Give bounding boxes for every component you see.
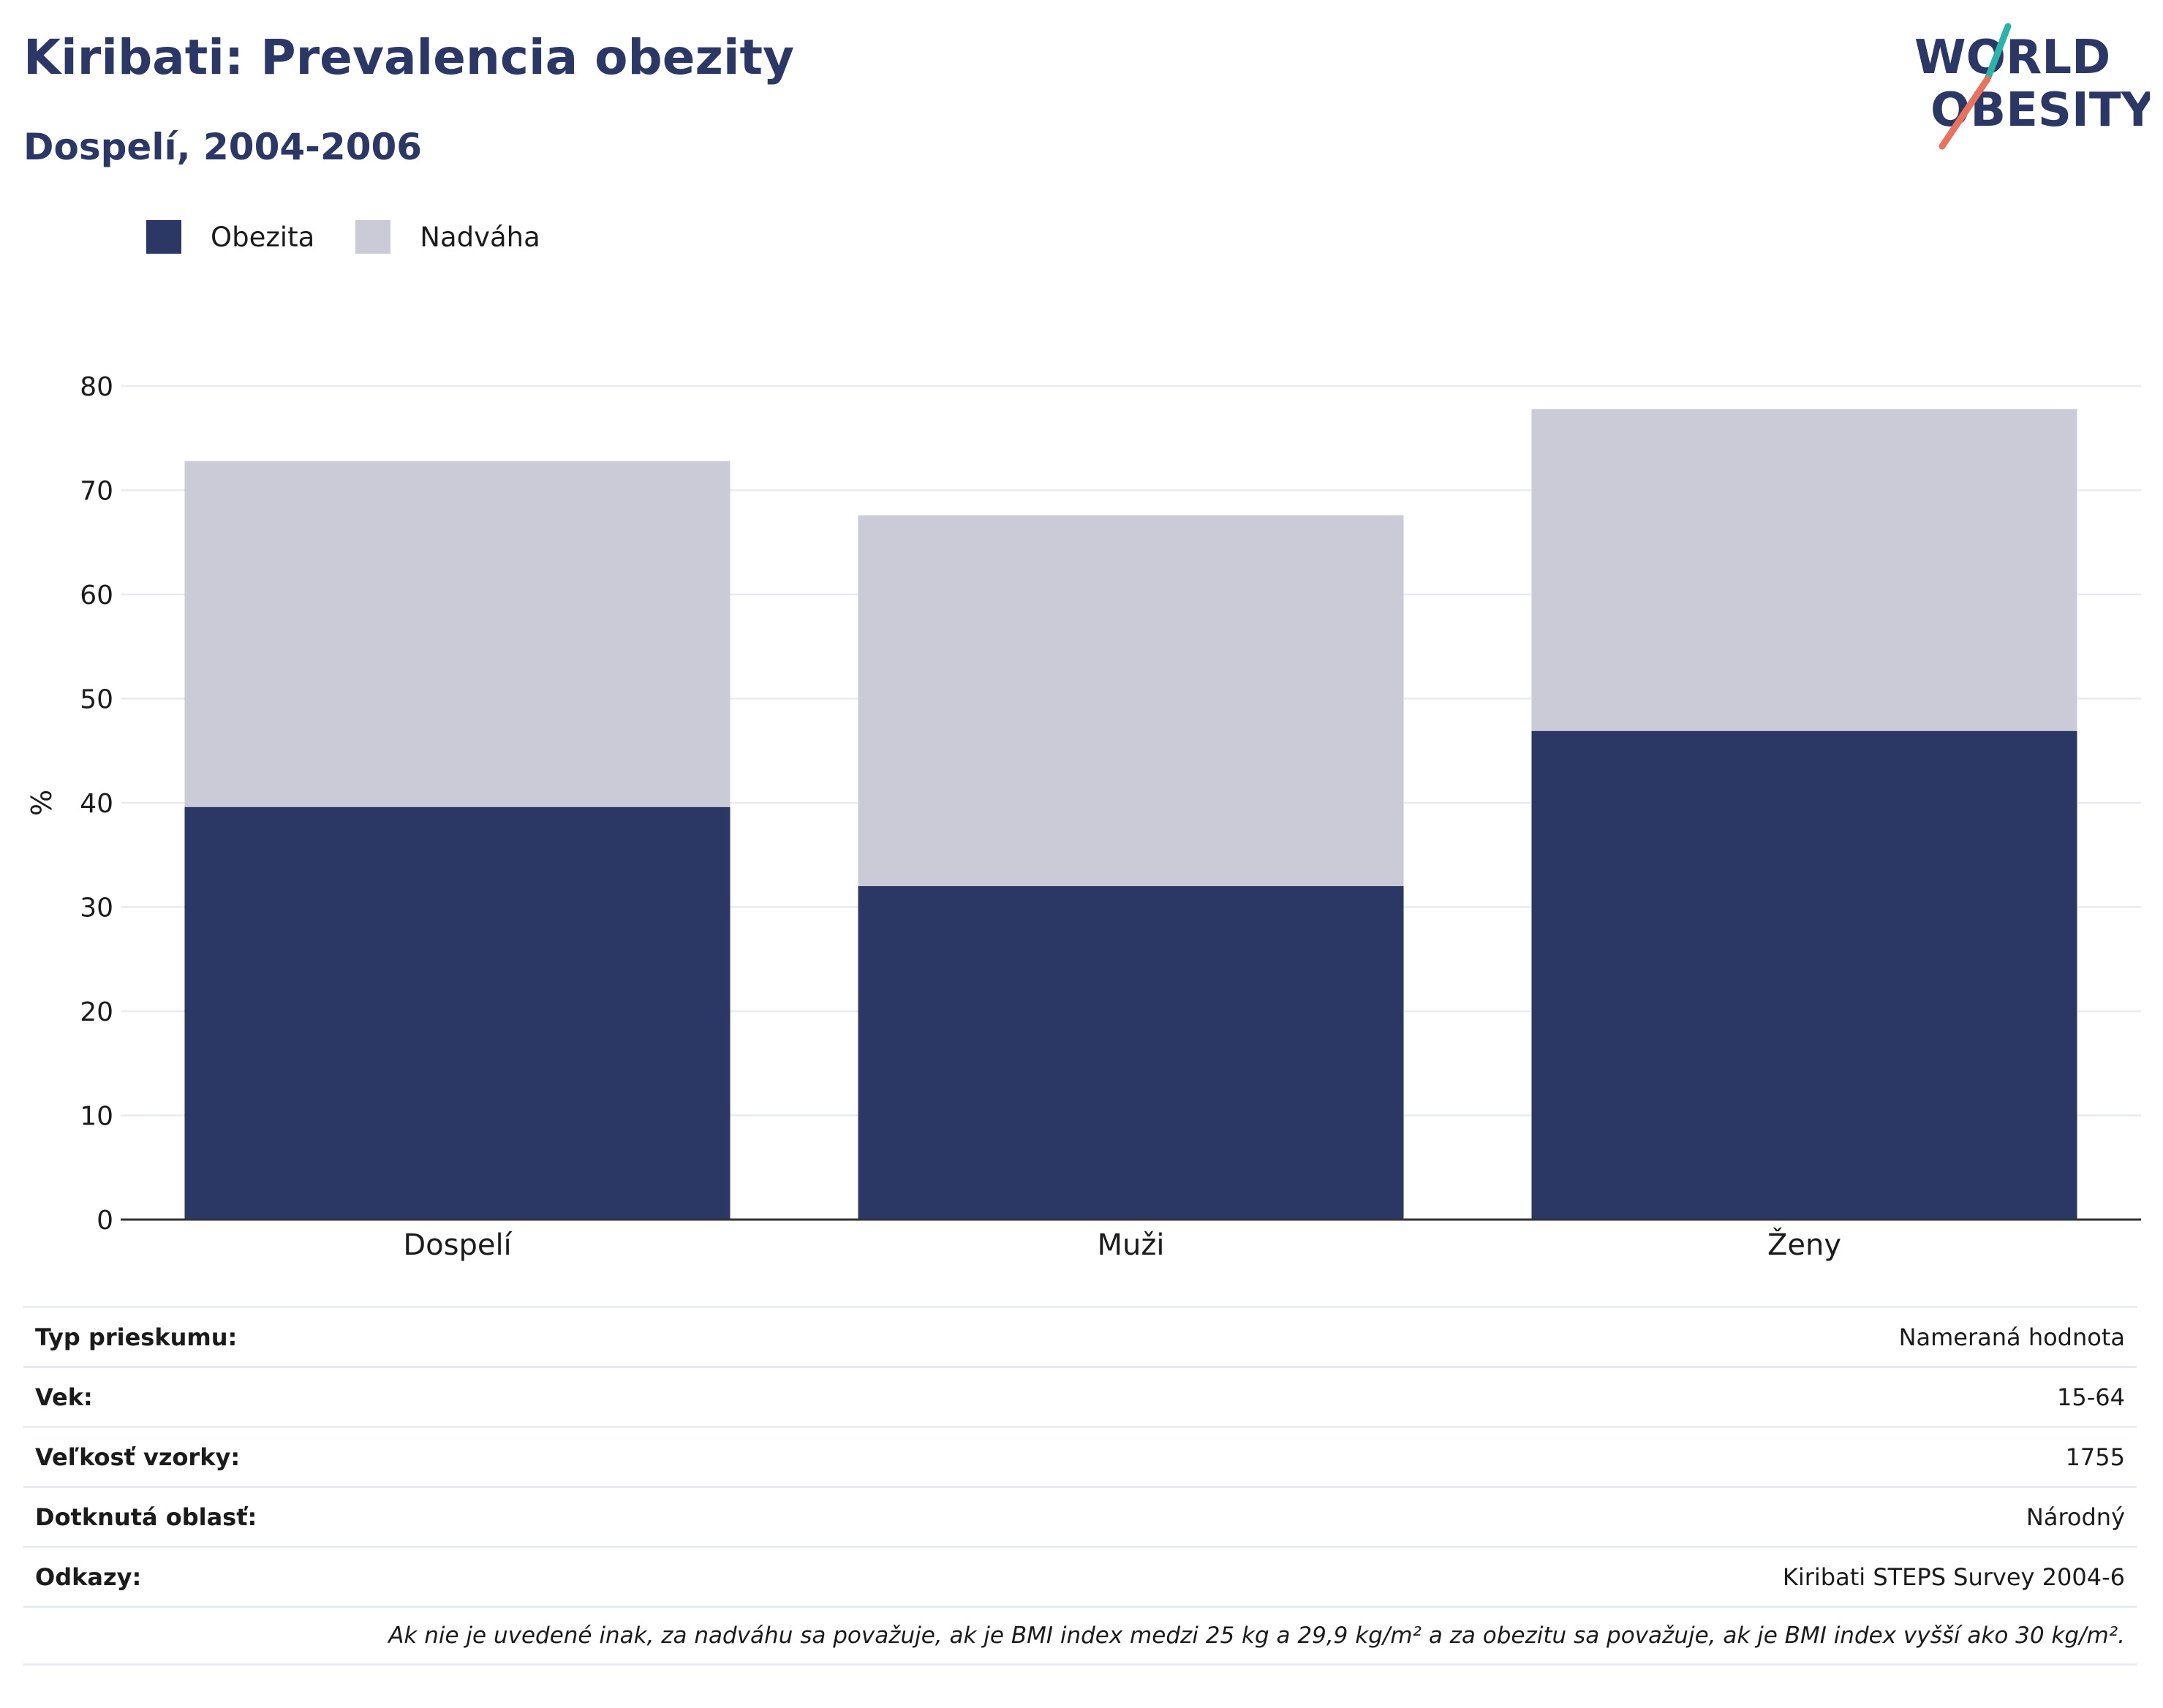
legend-item-obezita[interactable]: Obezita: [146, 220, 314, 254]
y-tick-label: 70: [80, 477, 113, 507]
info-label: Odkazy:: [35, 1562, 142, 1591]
logo-slash-teal: [1984, 23, 2012, 83]
y-tick-label: 80: [80, 372, 113, 402]
legend-swatch-nadvaha: [355, 220, 391, 254]
bar-nadvaha: [1531, 409, 2077, 731]
y-tick-label: 20: [80, 997, 113, 1027]
info-label: Vek:: [35, 1383, 93, 1411]
info-row-sample-size: Veľkosť vzorky: 1755: [23, 1426, 2137, 1486]
bar-obezita: [858, 886, 1404, 1220]
legend-label-obezita: Obezita: [211, 221, 315, 253]
info-value: Nameraná hodnota: [1898, 1323, 2125, 1351]
info-value: 1755: [2065, 1443, 2125, 1471]
x-tick-label: Ženy: [1767, 1227, 1841, 1262]
bar-obezita: [1531, 730, 2077, 1220]
info-row-note: Ak nie je uvedené inak, za nadváhu sa po…: [23, 1606, 2137, 1666]
bar-obezita: [184, 806, 731, 1220]
survey-info-table: Typ prieskumu: Nameraná hodnota Vek: 15-…: [23, 1306, 2137, 1666]
info-row-references: Odkazy: Kiribati STEPS Survey 2004-6: [23, 1546, 2137, 1606]
y-tick-label: 40: [80, 789, 113, 819]
legend-item-nadvaha[interactable]: Nadváha: [355, 220, 540, 254]
info-label: Typ prieskumu:: [35, 1323, 238, 1351]
info-row-survey-type: Typ prieskumu: Nameraná hodnota: [23, 1306, 2137, 1366]
info-value: 15-64: [2057, 1383, 2125, 1411]
info-value: Kiribati STEPS Survey 2004-6: [1782, 1562, 2125, 1591]
x-tick-label: Muži: [1098, 1228, 1165, 1262]
info-row-age: Vek: 15-64: [23, 1366, 2137, 1426]
legend-label-nadvaha: Nadváha: [420, 221, 540, 253]
info-label: Dotknutá oblasť:: [35, 1503, 257, 1531]
y-tick-label: 60: [80, 581, 113, 611]
chart-legend: Obezita Nadváha: [146, 218, 581, 256]
logo-slash-coral: [1939, 75, 1991, 150]
bar-nadvaha: [184, 461, 731, 807]
logo-line-1: WORLD: [1914, 31, 2110, 85]
y-tick-label: 30: [80, 893, 113, 923]
legend-swatch-obezita: [146, 220, 181, 254]
bar-nadvaha: [858, 515, 1404, 886]
info-row-area: Dotknutá oblasť: Národný: [23, 1486, 2137, 1546]
y-tick-label: 50: [80, 685, 113, 715]
info-value: Národný: [2026, 1503, 2125, 1531]
y-tick-label: 10: [80, 1102, 113, 1132]
chart-subtitle: Dospelí, 2004-2006: [23, 126, 423, 168]
y-axis-label: %: [26, 790, 58, 816]
y-tick-label: 0: [97, 1206, 113, 1236]
chart-title: Kiribati: Prevalencia obezity: [23, 29, 795, 86]
x-tick-label: Dospelí: [403, 1228, 513, 1262]
bmi-definition-note: Ak nie je uvedené inak, za nadváhu sa po…: [388, 1622, 2125, 1649]
info-label: Veľkosť vzorky:: [35, 1443, 241, 1471]
stacked-bar-chart: 0 10 20 30 40 50 60 70 80% Dospelí Muži Ženy: [26, 372, 2141, 1262]
world-obesity-logo: WORLD OBESITY: [1914, 23, 2150, 150]
